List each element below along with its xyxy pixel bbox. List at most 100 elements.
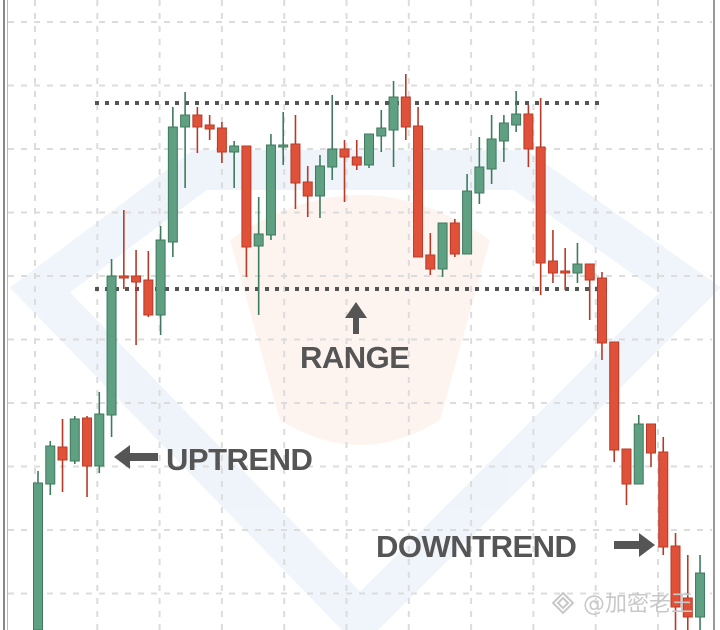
frame-left: [3, 0, 5, 630]
candle: [658, 437, 669, 555]
range-label: RANGE: [300, 340, 409, 375]
candle-body: [290, 143, 301, 184]
candle: [511, 91, 522, 132]
candle-body: [167, 126, 178, 243]
candle: [33, 471, 43, 630]
candle: [143, 251, 154, 317]
candle: [82, 416, 93, 497]
candle: [621, 448, 632, 505]
candle: [400, 74, 411, 140]
candle-body: [192, 114, 203, 128]
candle: [302, 166, 313, 217]
candle: [535, 98, 546, 295]
candle: [462, 174, 473, 255]
candle-body: [118, 275, 129, 279]
candle: [572, 243, 583, 283]
candle-body: [670, 545, 681, 608]
candle: [646, 423, 656, 467]
uptrend-annotation: UPTREND: [114, 442, 313, 477]
candle: [57, 419, 68, 492]
candle-body: [486, 138, 497, 170]
candle: [364, 133, 375, 168]
candle: [69, 416, 80, 464]
candle-body: [535, 146, 546, 264]
candle-body: [621, 448, 632, 485]
candle: [523, 105, 534, 167]
candle-body: [45, 445, 56, 485]
arrow-up-icon: [345, 302, 367, 334]
diamond-logo-icon: [551, 591, 575, 615]
candle-body: [658, 451, 669, 548]
candle-body: [69, 418, 80, 462]
candle-body: [143, 279, 154, 316]
candle: [670, 533, 681, 630]
candle-body: [388, 96, 399, 131]
candle-body: [327, 148, 338, 168]
candle-body: [449, 222, 460, 255]
candle-body: [584, 263, 595, 281]
candle: [474, 137, 485, 204]
candle: [118, 210, 129, 289]
candle: [596, 272, 607, 360]
candle-body: [216, 127, 227, 153]
candle: [45, 441, 56, 495]
candle-body: [474, 166, 485, 194]
candle: [204, 115, 215, 140]
candle-body: [547, 260, 558, 274]
candle: [339, 140, 350, 202]
candle-body: [646, 423, 656, 454]
candle: [584, 263, 595, 320]
candle: [413, 107, 424, 258]
candle-body: [94, 413, 105, 467]
candle: [131, 250, 142, 345]
candle-body: [82, 417, 93, 467]
candle-body: [155, 239, 166, 316]
candle: [167, 107, 178, 257]
candle-body: [241, 145, 252, 248]
candle-body: [253, 233, 264, 247]
candle: [425, 233, 436, 275]
candle-body: [106, 275, 117, 416]
range-annotation: RANGE: [300, 302, 410, 375]
candle: [609, 341, 620, 462]
candle: [560, 248, 571, 290]
candle-body: [596, 277, 607, 344]
candle-body: [523, 113, 534, 150]
candle: [633, 415, 644, 485]
background-logo-watermark: [9, 150, 720, 630]
candle: [265, 134, 276, 240]
candle: [314, 155, 325, 218]
candle-body: [425, 254, 436, 270]
candle-body: [314, 165, 325, 197]
candle: [106, 259, 117, 437]
candle-body: [695, 572, 706, 618]
candle-body: [560, 270, 571, 274]
frame-left-inner: [7, 0, 8, 630]
candle-body: [180, 114, 191, 128]
candle: [278, 112, 289, 165]
candle: [388, 81, 399, 167]
candle: [449, 219, 460, 257]
uptrend-label: UPTREND: [166, 442, 312, 477]
candle-body: [131, 275, 142, 283]
candle-body: [682, 597, 693, 618]
candle-body: [265, 144, 276, 236]
candle: [94, 392, 105, 473]
candle: [376, 110, 387, 152]
candle: [180, 92, 191, 188]
candle-body: [33, 482, 43, 630]
candle: [241, 145, 252, 277]
candle-body: [204, 124, 215, 130]
candle: [327, 95, 338, 180]
candle: [682, 555, 693, 630]
downtrend-annotation: DOWNTREND: [376, 529, 655, 564]
candle: [498, 115, 509, 162]
candle: [229, 141, 240, 188]
candle-body: [633, 423, 644, 485]
candle-body: [437, 222, 448, 270]
candle-body: [400, 96, 411, 128]
candle-body: [364, 133, 375, 166]
candle-body: [339, 148, 350, 158]
candle-body: [462, 190, 473, 255]
